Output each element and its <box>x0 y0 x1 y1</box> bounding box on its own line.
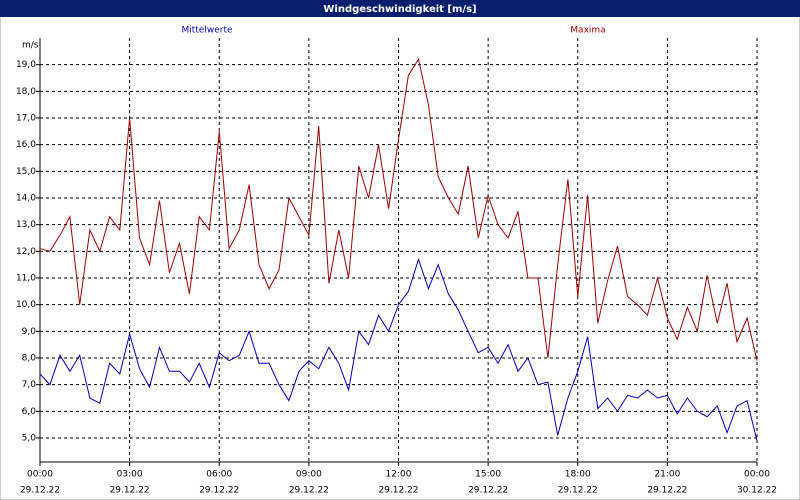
x-tick-label: 18:00 <box>565 470 591 480</box>
x-tick-label: 12:00 <box>386 470 412 480</box>
y-tick-label: 8,0 <box>22 354 37 364</box>
y-tick-label: 19,0 <box>16 60 36 70</box>
x-tick-date: 29.12.22 <box>110 486 150 496</box>
series-line <box>39 257 758 441</box>
x-tick-label: 15:00 <box>475 470 501 480</box>
x-tick-date: 29.12.22 <box>20 486 60 496</box>
y-tick-label: 12,0 <box>16 247 36 257</box>
title-bar <box>0 0 800 17</box>
legend-label: Maxima <box>570 26 605 36</box>
x-tick-date: 29.12.22 <box>558 486 598 496</box>
x-tick-date: 29.12.22 <box>647 486 687 496</box>
x-tick-date: 29.12.22 <box>199 486 239 496</box>
y-tick-label: 18,0 <box>16 87 36 97</box>
chart-title: Windgeschwindigkeit [m/s] <box>323 4 476 15</box>
y-tick-label: 13,0 <box>16 220 36 230</box>
x-tick-label: 09:00 <box>296 470 322 480</box>
y-tick-label: 7,0 <box>22 380 37 390</box>
y-tick-label: 10,0 <box>16 300 36 310</box>
x-tick-label: 00:00 <box>744 470 770 480</box>
x-tick-label: 21:00 <box>654 470 680 480</box>
legend-label: Mittelwerte <box>181 26 232 36</box>
x-tick-label: 06:00 <box>206 470 232 480</box>
x-tick-date: 29.12.22 <box>378 486 418 496</box>
x-tick-label: 00:00 <box>27 470 53 480</box>
x-tick-date: 30.12.22 <box>737 486 777 496</box>
y-axis-label: m/s <box>22 41 39 51</box>
y-tick-label: 15,0 <box>16 167 36 177</box>
y-tick-label: 16,0 <box>16 140 36 150</box>
x-tick-date: 29.12.22 <box>468 486 508 496</box>
y-tick-label: 11,0 <box>16 274 36 284</box>
y-tick-label: 6,0 <box>22 407 37 417</box>
y-tick-label: 17,0 <box>16 114 36 124</box>
y-tick-label: 5,0 <box>22 434 37 444</box>
y-tick-label: 14,0 <box>16 194 36 204</box>
series-line <box>39 58 758 361</box>
x-tick-label: 03:00 <box>117 470 143 480</box>
y-tick-label: 9,0 <box>22 327 37 337</box>
x-tick-date: 29.12.22 <box>289 486 329 496</box>
